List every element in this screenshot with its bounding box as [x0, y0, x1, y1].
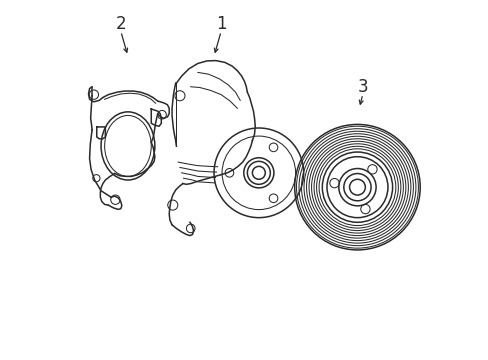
Text: 3: 3	[357, 78, 367, 96]
Text: 1: 1	[215, 15, 226, 33]
Text: 2: 2	[115, 15, 126, 33]
